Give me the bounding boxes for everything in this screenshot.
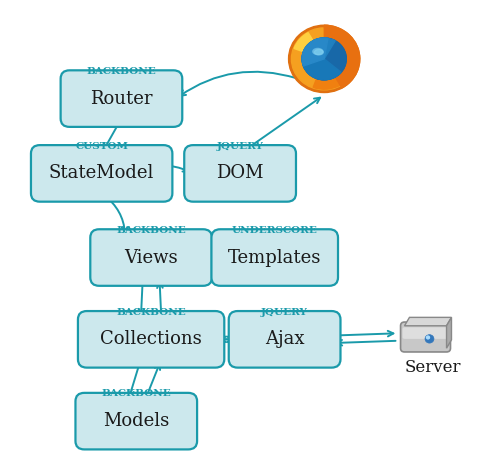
Polygon shape [404, 317, 452, 326]
Text: Models: Models [103, 412, 170, 430]
Text: BACKBONE: BACKBONE [116, 307, 186, 316]
Circle shape [302, 38, 346, 80]
FancyBboxPatch shape [212, 229, 338, 286]
Ellipse shape [313, 48, 322, 54]
Text: Templates: Templates [228, 248, 322, 266]
Text: Ajax: Ajax [265, 330, 304, 348]
FancyBboxPatch shape [228, 311, 340, 368]
Circle shape [425, 335, 434, 343]
Wedge shape [304, 59, 341, 80]
Wedge shape [324, 25, 360, 88]
Text: Server: Server [404, 359, 460, 376]
Wedge shape [302, 38, 335, 59]
Circle shape [302, 38, 346, 80]
FancyBboxPatch shape [402, 327, 448, 339]
Wedge shape [313, 59, 340, 89]
Circle shape [292, 28, 357, 90]
FancyBboxPatch shape [184, 145, 296, 201]
Text: UNDERSCORE: UNDERSCORE [232, 226, 318, 235]
Polygon shape [446, 317, 452, 348]
Wedge shape [302, 38, 328, 66]
Text: DOM: DOM [216, 165, 264, 183]
Text: BACKBONE: BACKBONE [116, 226, 186, 235]
Text: StateModel: StateModel [49, 165, 154, 183]
FancyBboxPatch shape [60, 70, 182, 127]
Ellipse shape [314, 50, 324, 55]
FancyBboxPatch shape [78, 311, 225, 368]
Text: BACKBONE: BACKBONE [102, 389, 171, 398]
FancyBboxPatch shape [400, 322, 450, 352]
Wedge shape [294, 33, 324, 59]
FancyBboxPatch shape [31, 145, 172, 201]
FancyBboxPatch shape [76, 393, 197, 449]
FancyBboxPatch shape [90, 229, 212, 286]
Text: BACKBONE: BACKBONE [86, 67, 156, 76]
Text: Views: Views [124, 248, 178, 266]
Wedge shape [324, 28, 354, 59]
Text: JQUERY: JQUERY [261, 307, 308, 316]
Text: Collections: Collections [100, 330, 202, 348]
Text: JQUERY: JQUERY [216, 142, 264, 151]
Text: CUSTOM: CUSTOM [75, 142, 128, 151]
Text: Router: Router [90, 89, 152, 107]
Circle shape [426, 336, 430, 339]
Circle shape [288, 25, 360, 93]
